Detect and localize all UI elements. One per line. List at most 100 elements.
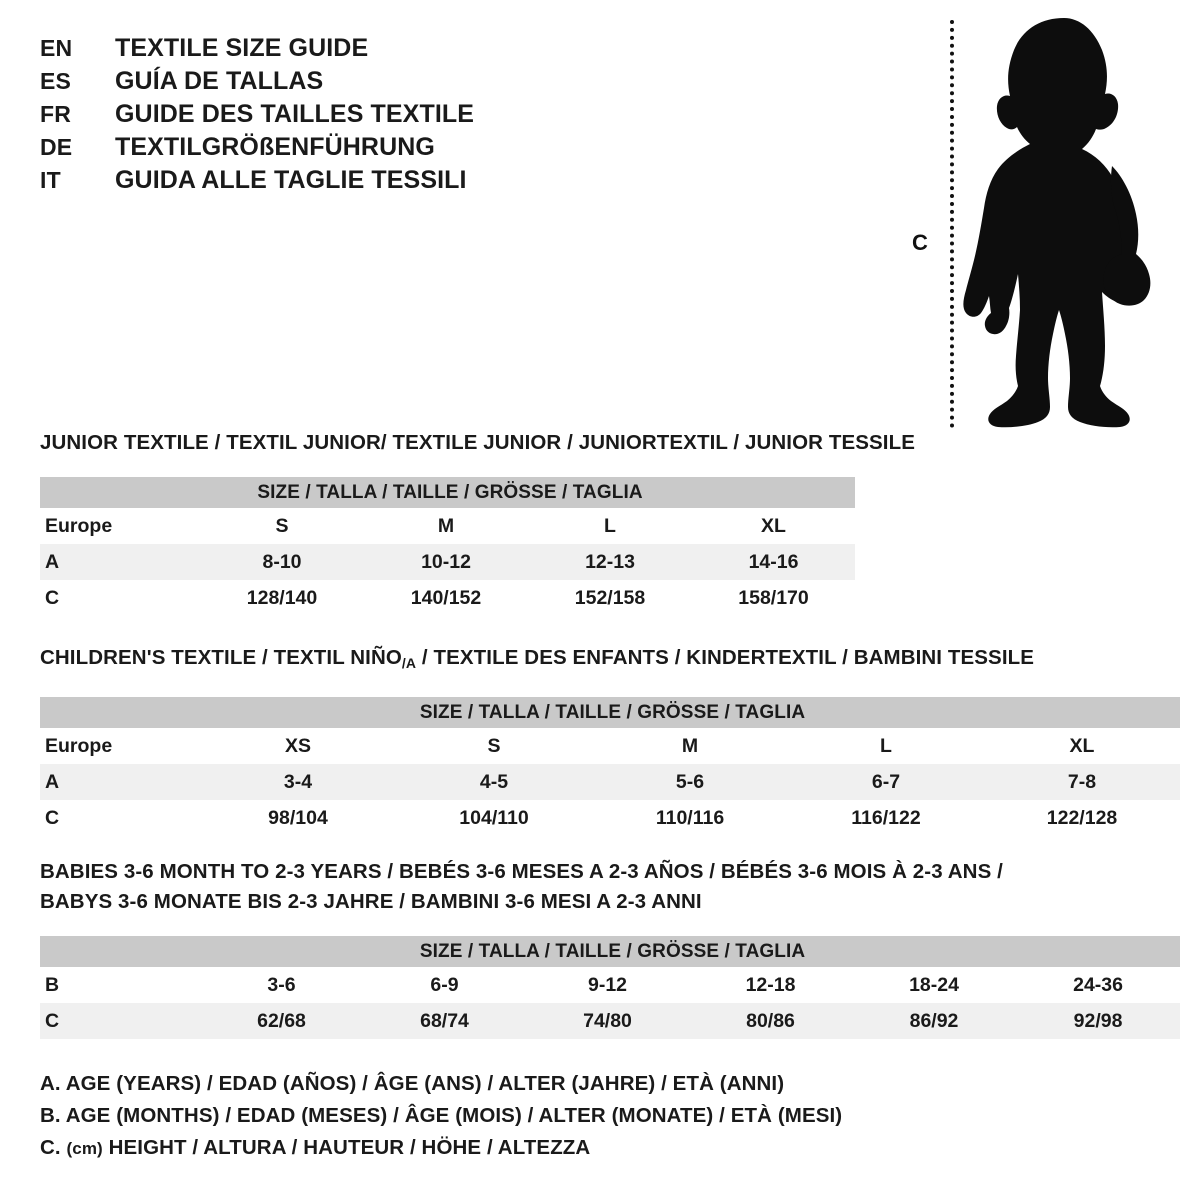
guide-title-de: TEXTILGRÖßENFÜHRUNG <box>115 133 435 161</box>
toddler-silhouette-icon <box>963 18 1151 428</box>
section-junior-textile: JUNIOR TEXTILE / TEXTIL JUNIOR/ TEXTILE … <box>40 428 915 616</box>
children-age-m: 5-6 <box>592 764 788 800</box>
legend-line-a: A. AGE (YEARS) / EDAD (AÑOS) / ÂGE (ANS)… <box>40 1072 785 1095</box>
legend-line-b: B. AGE (MONTHS) / EDAD (MESES) / ÂGE (MO… <box>40 1104 843 1127</box>
language-code-es: ES <box>40 68 72 94</box>
section-title-babies-line2: BABYS 3-6 MONATE BIS 2-3 JAHRE / BAMBINI… <box>40 890 702 913</box>
legend-line-c-post: HEIGHT / ALTURA / HAUTEUR / HÖHE / ALTEZ… <box>102 1136 591 1159</box>
babies-height-6: 92/98 <box>1016 1003 1181 1039</box>
section-title-junior: JUNIOR TEXTILE / TEXTIL JUNIOR/ TEXTILE … <box>40 431 915 454</box>
table-row: A 8-10 10-12 12-13 14-16 <box>40 544 855 580</box>
children-size-xl: XL <box>1069 734 1095 757</box>
language-title-block: EN TEXTILE SIZE GUIDE ES GUÍA DE TALLAS … <box>40 34 560 199</box>
babies-height-3: 74/80 <box>526 1003 689 1039</box>
children-row-label-europe: Europe <box>45 734 113 757</box>
children-band-label: SIZE / TALLA / TAILLE / GRÖSSE / TAGLIA <box>419 701 806 723</box>
children-height-l: 116/122 <box>851 806 921 829</box>
babies-months-2: 6-9 <box>430 973 459 996</box>
babies-size-table: SIZE / TALLA / TAILLE / GRÖSSE / TAGLIA … <box>40 936 1181 1039</box>
junior-row-label-c: C <box>45 586 60 609</box>
guide-title-en: TEXTILE SIZE GUIDE <box>115 34 369 62</box>
junior-age-l: 12-13 <box>528 544 692 580</box>
legend-block: A. AGE (YEARS) / EDAD (AÑOS) / ÂGE (ANS)… <box>40 1068 842 1165</box>
guide-title-es: GUÍA DE TALLAS <box>115 67 324 95</box>
table-row: Europe S M L XL <box>40 508 855 544</box>
section-title-children-sub: /A <box>401 655 417 671</box>
section-title-children-pre: CHILDREN'S TEXTILE / TEXTIL NIÑO <box>40 646 402 669</box>
junior-size-xl: XL <box>761 514 786 537</box>
junior-age-s: 8-10 <box>200 544 364 580</box>
junior-size-s: S <box>275 514 289 537</box>
section-title-babies-line1: BABIES 3-6 MONTH TO 2-3 YEARS / BEBÉS 3-… <box>40 860 1003 883</box>
table-row: B 3-6 6-9 9-12 12-18 18-24 24-36 <box>40 967 1180 1003</box>
children-age-xl: 7-8 <box>984 764 1181 800</box>
children-size-s: S <box>487 734 501 757</box>
babies-months-5: 18-24 <box>909 973 959 996</box>
babies-height-5: 86/92 <box>852 1003 1016 1039</box>
language-code-en: EN <box>40 35 73 61</box>
children-height-xl: 122/128 <box>1046 806 1118 829</box>
legend-line-c-unit: (cm) <box>66 1139 103 1158</box>
dotted-measure-line-icon <box>950 20 954 428</box>
language-row-es: ES GUÍA DE TALLAS <box>40 67 560 100</box>
table-row: C 128/140 140/152 152/158 158/170 <box>40 580 855 616</box>
section-title-children-post: / TEXTILE DES ENFANTS / KINDERTEXTIL / B… <box>416 646 1035 669</box>
children-size-l: L <box>880 734 892 757</box>
legend-line-c: C. (cm) HEIGHT / ALTURA / HAUTEUR / HÖHE… <box>40 1132 842 1165</box>
babies-months-1: 3-6 <box>267 973 296 996</box>
junior-height-s: 128/140 <box>246 586 318 609</box>
language-row-de: DE TEXTILGRÖßENFÜHRUNG <box>40 133 560 166</box>
table-row: C 98/104 104/110 110/116 116/122 122/128 <box>40 800 1180 836</box>
legend-line-c-pre: C. <box>40 1136 67 1159</box>
junior-band-label: SIZE / TALLA / TAILLE / GRÖSSE / TAGLIA <box>257 481 643 503</box>
junior-age-xl: 14-16 <box>692 544 855 580</box>
babies-height-4: 80/86 <box>689 1003 852 1039</box>
babies-height-1: 62/68 <box>200 1003 363 1039</box>
language-row-en: EN TEXTILE SIZE GUIDE <box>40 34 560 67</box>
table-row: Europe XS S M L XL <box>40 728 1180 764</box>
babies-table-band-row: SIZE / TALLA / TAILLE / GRÖSSE / TAGLIA <box>40 936 1181 967</box>
children-size-table: SIZE / TALLA / TAILLE / GRÖSSE / TAGLIA … <box>40 697 1181 836</box>
guide-title-fr: GUIDE DES TAILLES TEXTILE <box>115 100 475 128</box>
table-row: C 62/68 68/74 74/80 80/86 86/92 92/98 <box>40 1003 1181 1039</box>
babies-row-label-b: B <box>45 973 60 996</box>
junior-height-xl: 158/170 <box>738 586 809 609</box>
babies-row-label-c: C <box>40 1003 200 1039</box>
language-code-de: DE <box>40 134 73 160</box>
junior-size-table: SIZE / TALLA / TAILLE / GRÖSSE / TAGLIA … <box>40 477 855 616</box>
guide-title-it: GUIDA ALLE TAGLIE TESSILI <box>115 166 467 194</box>
junior-age-m: 10-12 <box>364 544 528 580</box>
babies-months-6: 24-36 <box>1073 973 1123 996</box>
language-row-fr: FR GUIDE DES TAILLES TEXTILE <box>40 100 560 133</box>
junior-row-label-a: A <box>40 544 200 580</box>
junior-height-l: 152/158 <box>574 586 646 609</box>
section-babies-textile: BABIES 3-6 MONTH TO 2-3 YEARS / BEBÉS 3-… <box>40 857 1181 1039</box>
children-row-label-c: C <box>45 806 60 829</box>
babies-months-3: 9-12 <box>587 973 628 996</box>
junior-height-m: 140/152 <box>410 586 482 609</box>
section-title-children: CHILDREN'S TEXTILE / TEXTIL NIÑO/A / TEX… <box>40 643 1180 678</box>
junior-size-m: M <box>437 514 455 537</box>
children-table-band-row: SIZE / TALLA / TAILLE / GRÖSSE / TAGLIA <box>40 697 1181 728</box>
children-age-s: 4-5 <box>396 764 592 800</box>
children-height-s: 104/110 <box>459 806 529 829</box>
junior-row-label-europe: Europe <box>45 514 113 537</box>
babies-months-4: 12-18 <box>745 973 796 996</box>
section-children-textile: CHILDREN'S TEXTILE / TEXTIL NIÑO/A / TEX… <box>40 643 1181 836</box>
table-row: A 3-4 4-5 5-6 6-7 7-8 <box>40 764 1181 800</box>
height-measurement-figure: C <box>900 12 1190 432</box>
children-age-xs: 3-4 <box>200 764 396 800</box>
babies-band-label: SIZE / TALLA / TAILLE / GRÖSSE / TAGLIA <box>419 940 806 962</box>
children-height-m: 110/116 <box>655 806 725 829</box>
measure-label-c: C <box>912 230 928 255</box>
children-size-m: M <box>681 734 699 757</box>
children-row-label-a: A <box>40 764 200 800</box>
children-age-l: 6-7 <box>788 764 984 800</box>
language-code-fr: FR <box>40 101 72 127</box>
children-height-xs: 98/104 <box>268 806 328 829</box>
language-row-it: IT GUIDA ALLE TAGLIE TESSILI <box>40 166 560 199</box>
junior-size-l: L <box>604 514 616 537</box>
babies-height-2: 68/74 <box>363 1003 526 1039</box>
children-size-xs: XS <box>284 734 311 757</box>
junior-table-band-row: SIZE / TALLA / TAILLE / GRÖSSE / TAGLIA <box>40 477 855 508</box>
